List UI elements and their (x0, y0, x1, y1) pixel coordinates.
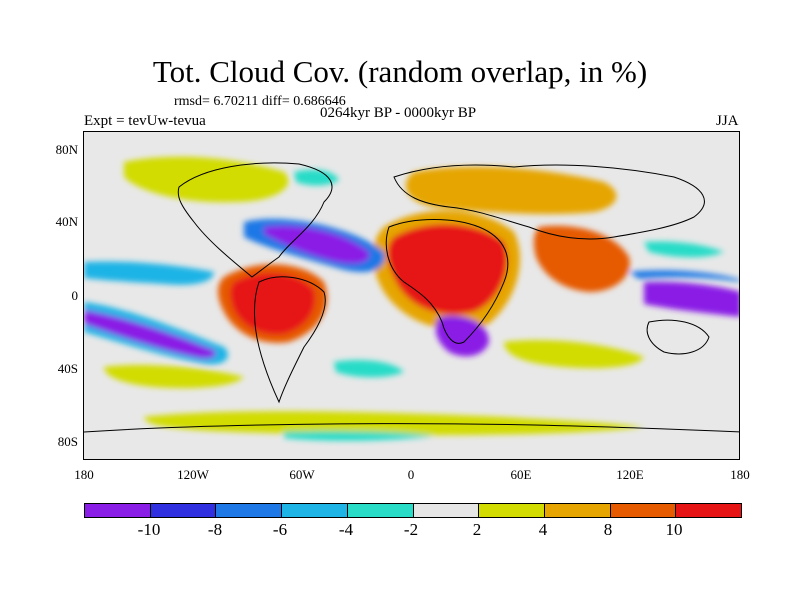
colorbar-label: 2 (472, 520, 482, 539)
east-pacific-core (84, 310, 216, 359)
antarctic-decrease (284, 431, 434, 441)
colorbar-segment (544, 504, 611, 517)
colorbar-segment (676, 504, 742, 517)
lat-label: 80N (55, 142, 78, 157)
lon-label: 60E (510, 467, 532, 482)
colorbar (84, 503, 742, 518)
west-pacific-decrease (644, 281, 739, 317)
lat-label: 40N (55, 214, 78, 229)
colorbar-segment (413, 504, 480, 517)
south-asia-increase-region (533, 225, 630, 292)
lon-label: 180 (730, 467, 750, 482)
season-label: JJA (716, 113, 739, 129)
period-text: 0264kyr BP - 0000kyr BP (320, 105, 477, 121)
colorbar-label: -8 (207, 520, 223, 539)
stats-text: rmsd= 6.70211 diff= 0.686646 (174, 94, 346, 109)
south-indian-ocean-region (504, 340, 644, 369)
experiment-label: Expt = tevUw-tevua (84, 113, 206, 129)
colorbar-segment (85, 504, 151, 517)
north-tropical-pacific-band (84, 261, 214, 285)
colorbar-segment (610, 504, 677, 517)
south-atlantic-cyan (334, 360, 404, 378)
southern-africa-decrease (435, 315, 489, 357)
colorbar-segment (216, 504, 283, 517)
plot-title: Tot. Cloud Cov. (random overlap, in %) (152, 54, 648, 89)
north-pacific-region (124, 156, 289, 203)
colorbar-label: -4 (338, 520, 354, 539)
colorbar-label: 10 (665, 520, 683, 539)
pacific-cyan (644, 241, 724, 258)
colorbar-segment (282, 504, 348, 517)
lon-label: 180 (74, 467, 94, 482)
map-canvas (84, 156, 739, 441)
colorbar-label: -2 (403, 520, 419, 539)
colorbar-segment (150, 504, 217, 517)
lon-label: 0 (407, 467, 415, 482)
colorbar-segment (347, 504, 414, 517)
colorbar-label: -10 (137, 520, 161, 539)
coastlines (84, 162, 739, 433)
colorbar-segment (479, 504, 545, 517)
south-america-core-region (230, 273, 316, 335)
lat-label: 0 (71, 288, 79, 303)
lat-label: 40S (57, 361, 78, 376)
lon-label: 120E (616, 467, 644, 482)
colorbar-label: 4 (538, 520, 548, 539)
colorbar-label: 8 (603, 520, 613, 539)
lon-label: 120W (177, 467, 209, 482)
lon-label: 60W (289, 467, 315, 482)
west-pacific-outer (629, 270, 739, 282)
north-atlantic-cyan (294, 169, 339, 186)
atlantic-core-decrease (264, 225, 370, 264)
south-pacific-region (104, 365, 244, 389)
anomaly-map (83, 131, 740, 460)
lat-label: 80S (57, 434, 78, 449)
eurasia-increase-region (405, 166, 617, 215)
colorbar-label: -6 (272, 520, 288, 539)
